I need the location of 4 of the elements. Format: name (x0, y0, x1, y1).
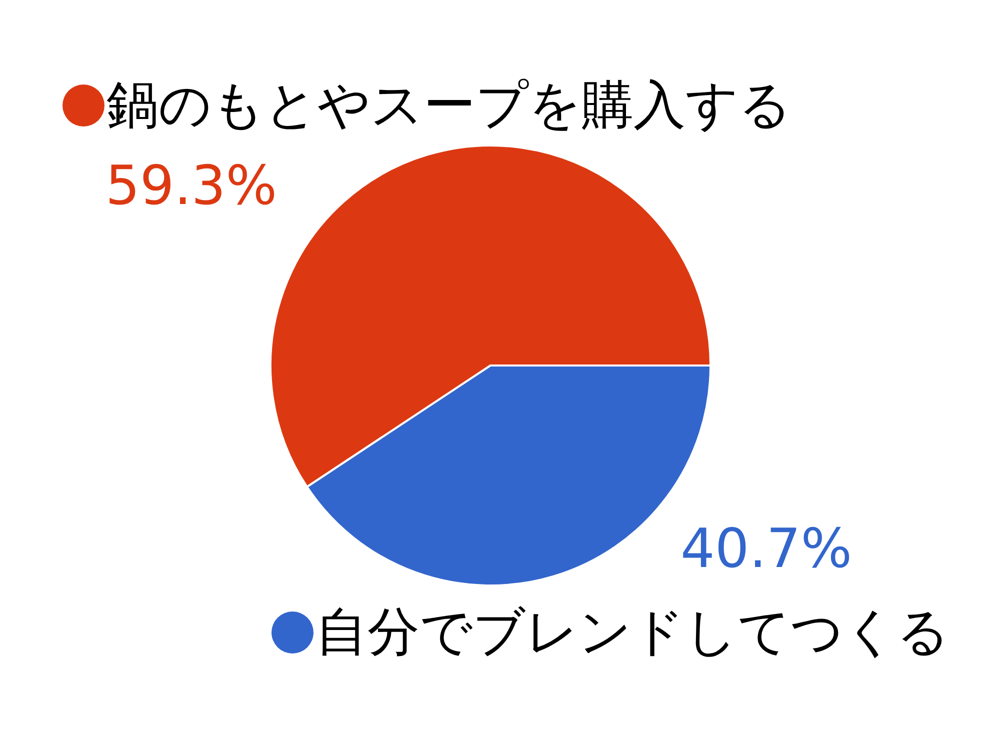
legend-label: 鍋のもとやスープを購入する (106, 76, 792, 136)
data-label: 40.7% (680, 517, 852, 580)
data-label: 59.3% (106, 154, 278, 217)
legend-label: 自分でブレンドしてつくる (316, 602, 950, 662)
